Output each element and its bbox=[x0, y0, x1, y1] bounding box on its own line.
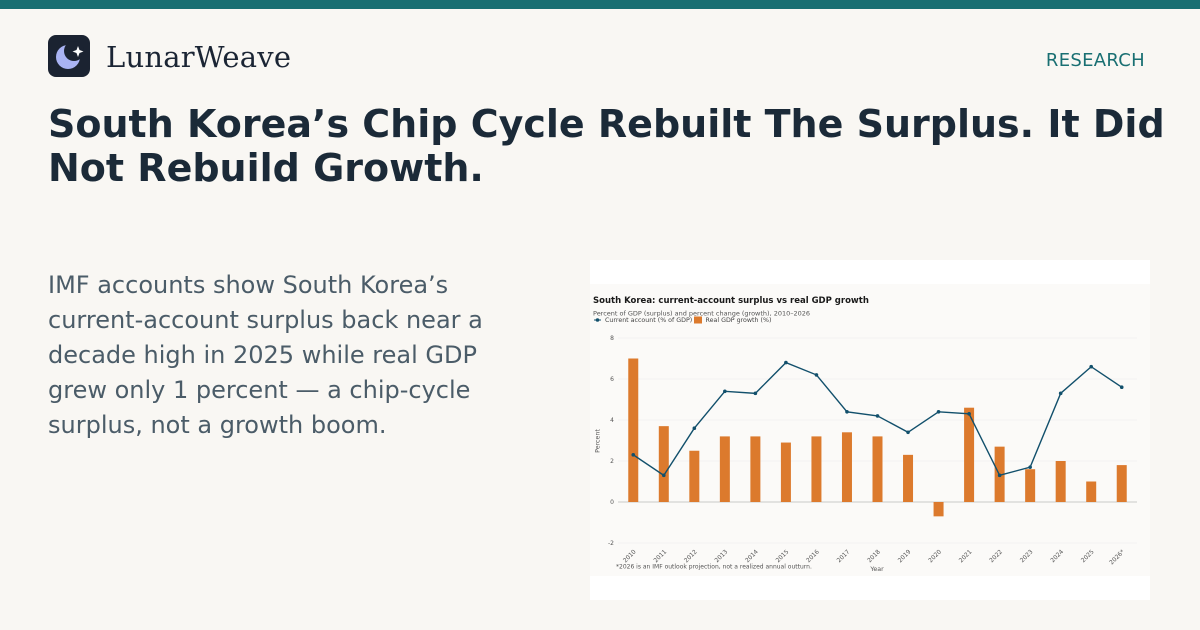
top-accent-bar bbox=[0, 0, 1200, 9]
crescent-moon-sparkle-icon bbox=[56, 41, 84, 69]
gdp-growth-bar bbox=[1055, 461, 1066, 502]
gdp-growth-bar bbox=[1086, 481, 1097, 502]
research-nav-link[interactable]: RESEARCH bbox=[1045, 50, 1145, 71]
gdp-growth-bar bbox=[689, 450, 700, 502]
y-tick-label: 0 bbox=[610, 499, 614, 506]
chart-subtitle: Percent of GDP (surplus) and percent cha… bbox=[593, 310, 810, 318]
gdp-growth-bar bbox=[811, 436, 822, 502]
chart-card: South Korea: current-account surplus vs … bbox=[590, 260, 1150, 600]
current-account-point bbox=[1119, 385, 1124, 389]
y-tick-label: 6 bbox=[610, 376, 614, 383]
current-account-point bbox=[1028, 465, 1032, 469]
current-account-point bbox=[1058, 391, 1063, 396]
legend-line-dot bbox=[595, 318, 600, 322]
current-account-point bbox=[723, 389, 727, 394]
y-axis-label: Percent bbox=[595, 429, 602, 453]
gdp-growth-bar bbox=[933, 502, 944, 517]
current-account-point bbox=[875, 414, 880, 418]
chart-footnote: *2026 is an IMF outlook projection, not … bbox=[616, 564, 812, 571]
current-account-point bbox=[631, 453, 636, 457]
logo-badge[interactable] bbox=[48, 35, 90, 77]
y-tick-label: -2 bbox=[608, 540, 614, 547]
y-tick-label: 4 bbox=[610, 417, 614, 424]
gdp-growth-bar bbox=[628, 358, 639, 502]
current-account-point bbox=[814, 373, 819, 377]
brand-name[interactable]: LunarWeave bbox=[106, 40, 292, 74]
chart-panel bbox=[590, 284, 1150, 576]
gdp-growth-bar bbox=[719, 436, 730, 502]
legend-label-gdp-growth: Real GDP growth (%) bbox=[706, 317, 772, 324]
gdp-growth-bar bbox=[872, 436, 883, 502]
current-account-point bbox=[936, 410, 941, 414]
gdp-growth-bar bbox=[903, 454, 914, 502]
current-account-point bbox=[753, 391, 758, 396]
chart-title: South Korea: current-account surplus vs … bbox=[593, 296, 869, 306]
current-account-point bbox=[906, 430, 910, 435]
current-account-point bbox=[784, 360, 788, 365]
gdp-growth-bar bbox=[1116, 465, 1127, 502]
current-account-point bbox=[1089, 364, 1094, 369]
legend-bar-swatch bbox=[694, 316, 702, 324]
current-account-point bbox=[845, 410, 849, 414]
page-title: South Korea’s Chip Cycle Rebuilt The Sur… bbox=[48, 102, 1165, 190]
current-account-point bbox=[997, 473, 1002, 478]
legend-label-current-account: Current account (% of GDP) bbox=[605, 317, 692, 324]
gdp-growth-bar bbox=[964, 407, 975, 502]
chart-svg: South Korea: current-account surplus vs … bbox=[590, 284, 1150, 576]
gdp-growth-bar bbox=[1025, 469, 1036, 502]
gdp-growth-bar bbox=[658, 426, 669, 502]
gdp-growth-bar bbox=[780, 442, 791, 502]
current-account-point bbox=[967, 412, 971, 416]
x-axis-label: Year bbox=[869, 566, 884, 573]
gdp-growth-bar bbox=[750, 436, 761, 502]
current-account-point bbox=[692, 426, 697, 430]
y-tick-label: 2 bbox=[610, 458, 614, 465]
summary-text: IMF accounts show South Korea’s current-… bbox=[48, 271, 483, 439]
y-tick-label: 8 bbox=[610, 335, 614, 342]
current-account-point bbox=[661, 473, 666, 478]
gdp-growth-bar bbox=[841, 432, 852, 502]
